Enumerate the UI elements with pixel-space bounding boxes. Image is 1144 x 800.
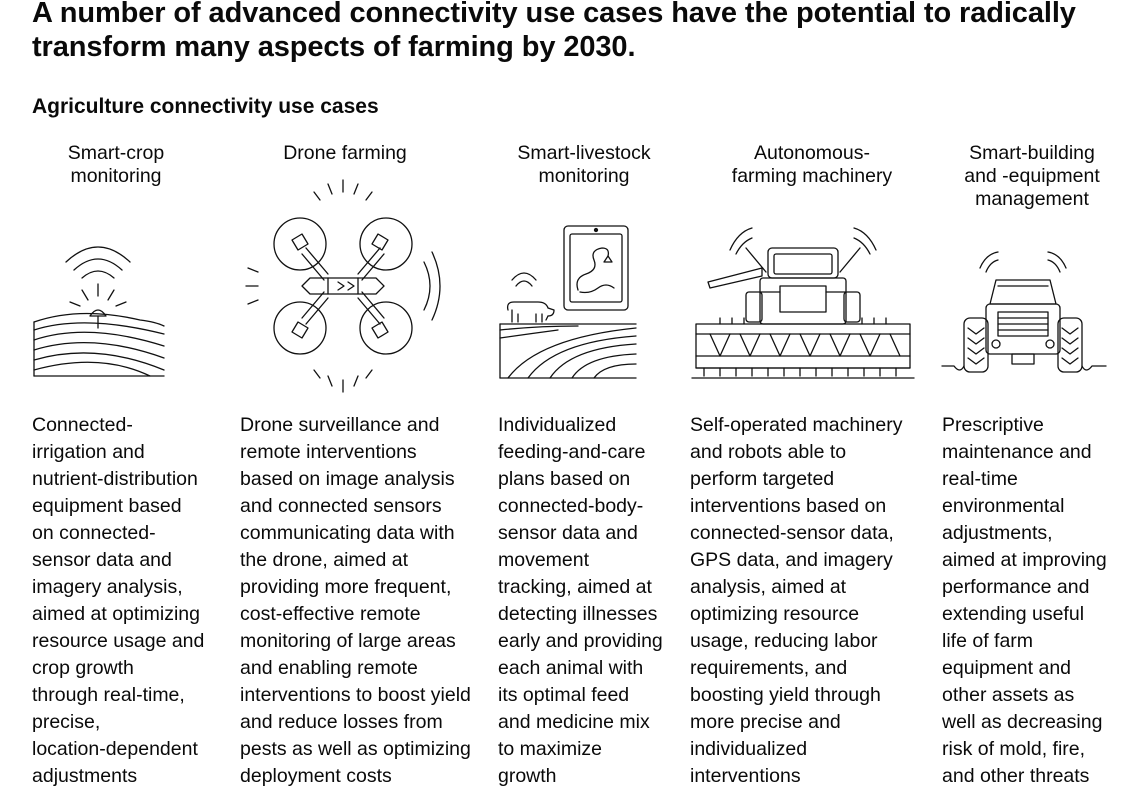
drone-farming-icon (244, 178, 450, 394)
page-title: A number of advanced connectivity use ca… (32, 0, 1076, 63)
use-case-description: Self-operated machinery and robots able … (690, 414, 903, 787)
section-subtitle: Agriculture connectivity use cases (32, 95, 379, 118)
use-case-heading: Smart-crop monitoring (67, 142, 165, 187)
use-case-heading: Drone farming (283, 142, 407, 164)
smart-crop-monitoring-icon (30, 218, 166, 378)
smart-livestock-monitoring-icon (498, 218, 638, 380)
use-case-description: Drone surveillance and remote interventi… (240, 414, 471, 787)
autonomous-farming-machinery-icon (690, 222, 916, 382)
use-case-description: Individualized feeding-and-care plans ba… (498, 414, 663, 787)
use-case-description: Connected- irrigation and nutrient-distr… (32, 414, 205, 787)
use-case-heading: Smart-building and -equipment management (964, 142, 1100, 210)
smart-building-equipment-management-icon (940, 246, 1108, 382)
use-case-heading: Autonomous- farming machinery (731, 142, 893, 187)
use-case-heading: Smart-livestock monitoring (517, 142, 651, 187)
use-case-description: Prescriptive maintenance and real-time e… (942, 414, 1107, 787)
